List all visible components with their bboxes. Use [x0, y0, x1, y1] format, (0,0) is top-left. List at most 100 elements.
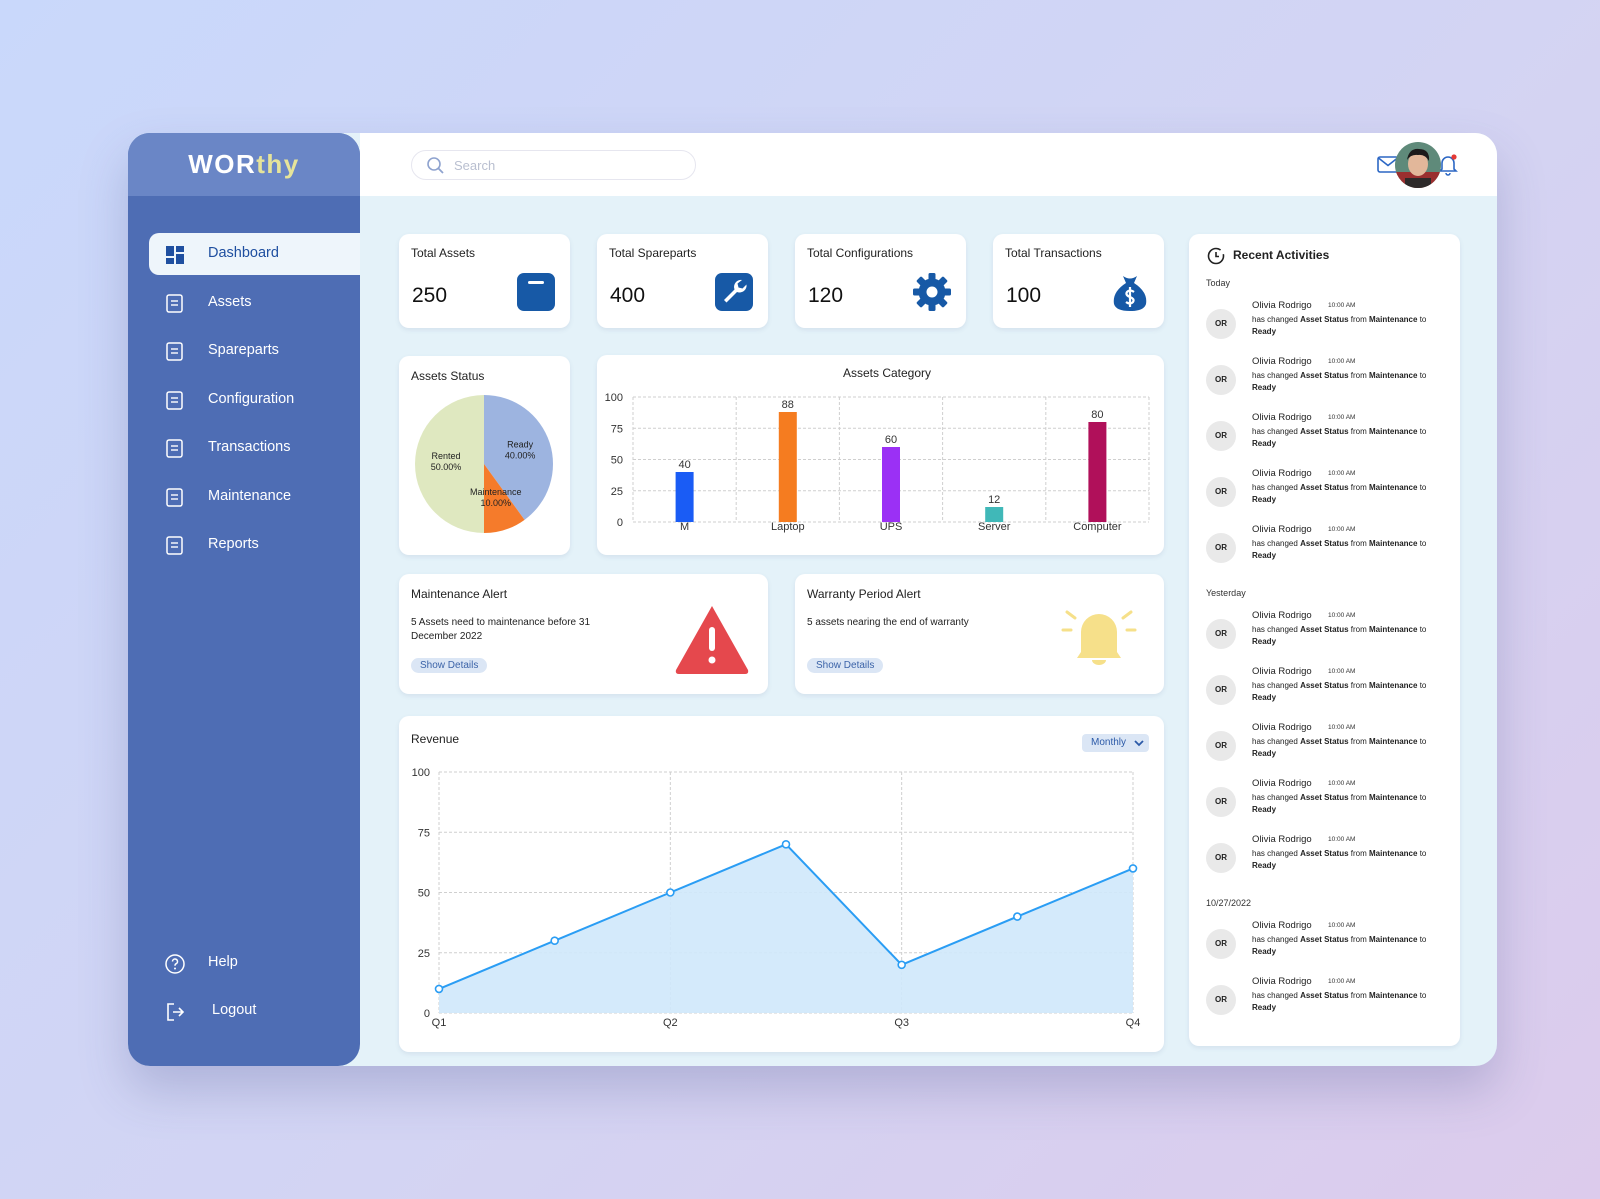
y-tick-label: 75	[611, 423, 623, 435]
nav-label: Assets	[208, 293, 252, 310]
alert-card: Warranty Period Alert 5 assets nearing th…	[795, 574, 1164, 694]
activity-message: has changed Asset Status from Maintenanc…	[1252, 314, 1448, 337]
activity-verb: has changed	[1252, 935, 1298, 944]
activity-to: Ready	[1252, 860, 1277, 870]
alert-text: 5 assets nearing the end of warranty	[807, 617, 969, 628]
icon-shape	[1125, 287, 1135, 307]
activity-name: Olivia Rodrigo	[1252, 920, 1312, 931]
nav-item[interactable]: Reports	[149, 524, 360, 566]
activity-field: Asset Status	[1300, 935, 1349, 944]
activity-to: Ready	[1252, 438, 1277, 448]
activity-verb: has changed	[1252, 849, 1298, 858]
nav-icon	[166, 487, 183, 507]
icon-shape	[167, 1003, 174, 1021]
bar	[882, 447, 900, 522]
activity-verb: has changed	[1252, 737, 1298, 746]
activity-name: Olivia Rodrigo	[1252, 610, 1312, 621]
period-selector[interactable]: Monthly	[1082, 734, 1149, 752]
icon-shape	[166, 293, 183, 313]
nav-item[interactable]: Logout	[149, 990, 360, 1032]
dropdown-chevron	[1134, 740, 1144, 747]
line-point	[550, 936, 559, 945]
activities-title: Recent Activities	[1233, 248, 1330, 262]
alert-card: Maintenance Alert 5 Assets need to mainte…	[399, 574, 768, 694]
nav-item[interactable]: Configuration	[149, 379, 360, 421]
y-tick-label: 0	[424, 1008, 430, 1020]
icon-shape	[166, 390, 183, 410]
activity-from-word: from	[1350, 371, 1367, 380]
notification-icon[interactable]	[1436, 152, 1460, 176]
icon-shape	[1207, 247, 1225, 265]
nav-item[interactable]: Help	[149, 942, 360, 984]
y-tick-label: 25	[611, 486, 623, 498]
stat-card: Total Configurations 120	[795, 234, 966, 328]
activity-to: Ready	[1252, 804, 1277, 814]
icon-shape	[528, 281, 544, 284]
x-tick-label: Server	[978, 521, 1011, 533]
icon-shape	[166, 258, 174, 264]
activity-item: OR Olivia Rodrigo 10:00 AM has changed Asse…	[1189, 778, 1460, 838]
stat-card: Total Assets 250	[399, 234, 570, 328]
show-details-button[interactable]: Show Details	[807, 658, 884, 673]
line-point	[1013, 912, 1022, 921]
activity-avatar: OR	[1206, 477, 1236, 507]
activity-name: Olivia Rodrigo	[1252, 412, 1312, 423]
x-tick-label: Q1	[432, 1017, 447, 1029]
nav-item[interactable]: Maintenance	[149, 476, 360, 518]
nav-icon	[167, 1003, 185, 1021]
activity-item: OR Olivia Rodrigo 10:00 AM has changed Asse…	[1189, 468, 1460, 528]
activity-name: Olivia Rodrigo	[1252, 300, 1312, 311]
icon-shape	[1134, 740, 1144, 747]
x-tick-label: Computer	[1073, 521, 1122, 533]
activity-avatar: OR	[1206, 929, 1236, 959]
icon-shape	[166, 342, 183, 361]
bell-icon	[1077, 614, 1121, 658]
activity-time: 10:00 AM	[1328, 414, 1356, 421]
nav-item[interactable]: Assets	[149, 282, 360, 324]
user-avatar[interactable]	[1395, 142, 1441, 188]
activity-message: has changed Asset Status from Maintenanc…	[1252, 736, 1448, 759]
activity-avatar: OR	[1206, 309, 1236, 339]
bar	[985, 507, 1004, 522]
activity-name: Olivia Rodrigo	[1252, 722, 1312, 733]
activity-item: OR Olivia Rodrigo 10:00 AM has changed Asse…	[1189, 356, 1460, 416]
activity-verb: has changed	[1252, 793, 1298, 802]
activity-group-label: Yesterday	[1206, 588, 1246, 598]
sidebar: WORthy Dashboard Assets Spareparts Configur…	[128, 133, 360, 1066]
chart-card: Assets Status Ready 40.00% Maintenance 10.00…	[399, 356, 570, 555]
period-label: Monthly	[1091, 737, 1127, 748]
bar	[1088, 422, 1107, 522]
icon-shape	[517, 273, 555, 311]
activity-message: has changed Asset Status from Maintenanc…	[1252, 370, 1448, 393]
nav-item[interactable]: Dashboard	[149, 233, 360, 275]
activity-item: OR Olivia Rodrigo 10:00 AM has changed Asse…	[1189, 920, 1460, 980]
activity-from: Maintenance	[1369, 539, 1418, 548]
search-box[interactable]: Search	[411, 150, 696, 180]
activity-to-word: to	[1419, 737, 1427, 746]
activity-to-word: to	[1419, 681, 1427, 690]
activity-time: 10:00 AM	[1328, 724, 1356, 731]
activity-item: OR Olivia Rodrigo 10:00 AM has changed Asse…	[1189, 976, 1460, 1036]
activity-from-word: from	[1350, 991, 1367, 1000]
activity-to-word: to	[1419, 427, 1427, 436]
chart-title: Revenue	[411, 732, 460, 746]
activity-item: OR Olivia Rodrigo 10:00 AM has changed Asse…	[1189, 610, 1460, 670]
warning-icon	[709, 627, 715, 651]
show-details-button[interactable]: Show Details	[411, 658, 488, 673]
activity-avatar: OR	[1206, 675, 1236, 705]
nav-item[interactable]: Transactions	[149, 427, 360, 469]
activity-item: OR Olivia Rodrigo 10:00 AM has changed Asse…	[1189, 722, 1460, 782]
activity-field: Asset Status	[1300, 737, 1349, 746]
activity-field: Asset Status	[1300, 849, 1349, 858]
slice-value-label: 10.00%	[480, 498, 511, 508]
activity-to-word: to	[1419, 991, 1427, 1000]
activity-to-word: to	[1419, 371, 1427, 380]
brand-accent: thy	[256, 149, 300, 179]
nav-item[interactable]: Spareparts	[149, 330, 360, 372]
nav-label: Transactions	[208, 439, 291, 455]
activity-field: Asset Status	[1300, 427, 1349, 436]
pie-slice	[484, 395, 553, 520]
bar-chart: Assets Category 0 25 50 75 100 40 M 88 Laptop 60 UP…	[605, 366, 1150, 533]
icon-shape	[174, 967, 176, 970]
revenue-area	[439, 844, 1133, 1013]
